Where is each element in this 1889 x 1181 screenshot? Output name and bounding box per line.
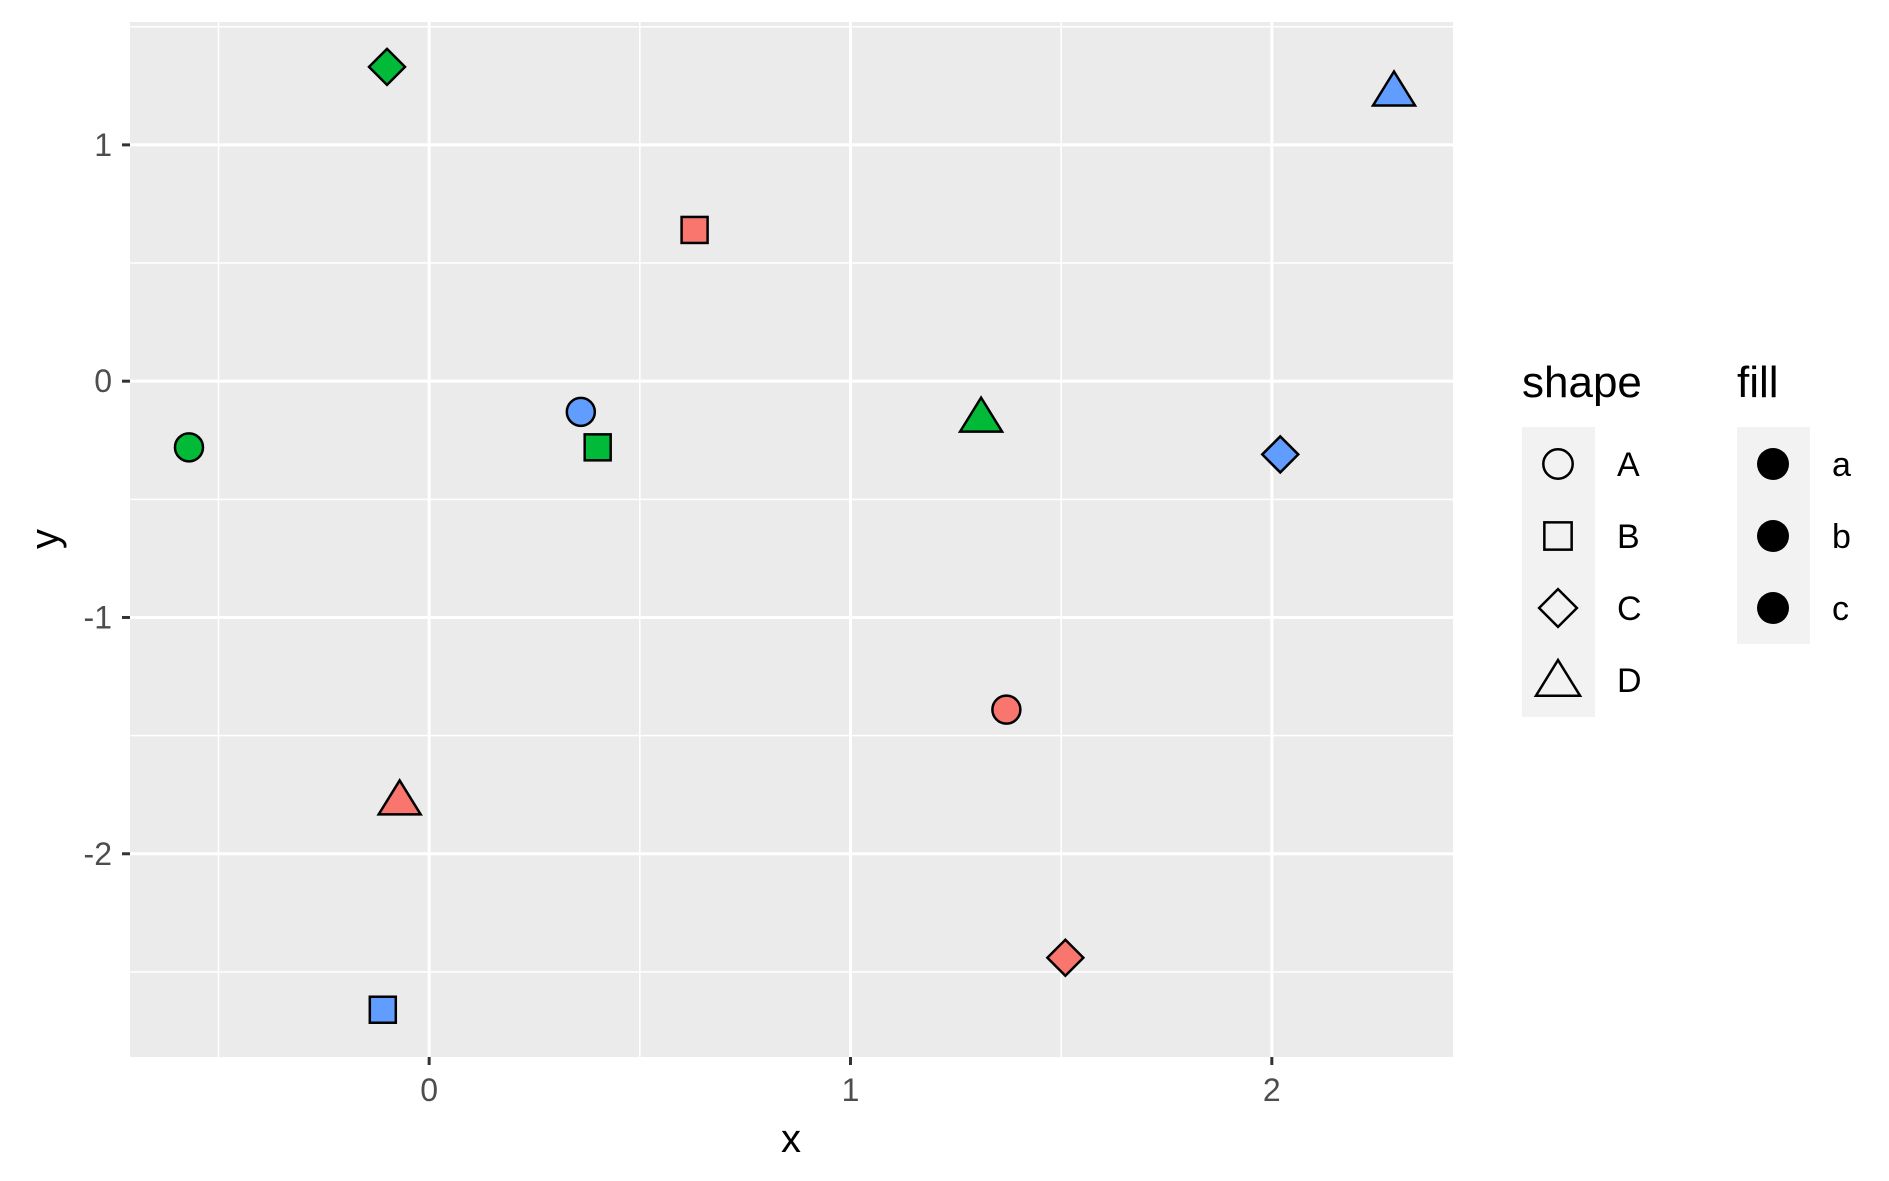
y-tick-label: 0 <box>94 363 112 399</box>
data-point-b-b <box>583 433 612 462</box>
legend-fill-key-c <box>1757 592 1789 624</box>
data-point-b-c <box>368 995 398 1024</box>
axis-ticks <box>122 143 1274 1065</box>
legend-fill-title: fill <box>1737 358 1779 407</box>
legend-shape-label-c: C <box>1617 590 1642 628</box>
legend-shape-title: shape <box>1522 358 1642 407</box>
data-point-d-c <box>1370 69 1418 107</box>
legend-fill-label-a: a <box>1832 446 1851 484</box>
legend-shape-key-b <box>1543 521 1573 551</box>
data-point-c-c <box>1260 434 1301 475</box>
x-tick-label: 1 <box>842 1072 860 1108</box>
panel-background <box>130 22 1453 1057</box>
data-point-a-b <box>173 432 205 463</box>
x-tick-label: 2 <box>1263 1072 1281 1108</box>
legend-shape-label-a: A <box>1617 446 1640 484</box>
axis-tick-labels: 0 1 2 -2 -1 0 1 <box>84 127 1281 1108</box>
legend-shape-label-b: B <box>1617 518 1640 556</box>
y-tick-label: -1 <box>84 599 112 635</box>
data-point-a-c <box>565 396 597 428</box>
legend-shape-key-a <box>1542 448 1574 480</box>
legend-fill-key-b <box>1757 520 1789 552</box>
legend-shape-key-background <box>1522 427 1595 717</box>
data-point-d-b <box>957 395 1005 433</box>
data-point-b-a <box>680 215 709 245</box>
data-point-c-b <box>367 47 407 87</box>
legend-shape-label-d: D <box>1617 662 1642 700</box>
legend-fill-label-b: b <box>1832 518 1851 556</box>
data-point-d-a <box>376 778 423 816</box>
legend-shape-key-c <box>1537 587 1579 629</box>
legend-fill-label-c: c <box>1832 590 1849 628</box>
data-points <box>173 47 1418 1024</box>
legend-shape-key-d <box>1533 657 1583 697</box>
y-tick-label: 1 <box>94 127 112 163</box>
y-tick-label: -2 <box>84 836 112 872</box>
minor-gridlines <box>130 22 1453 1057</box>
legend-fill-key-a <box>1757 448 1789 480</box>
data-point-c-a <box>1045 937 1086 978</box>
y-axis-title: y <box>23 529 67 549</box>
data-point-a-a <box>991 694 1022 725</box>
major-gridlines <box>130 22 1453 1057</box>
x-axis-title: x <box>781 1117 801 1161</box>
x-tick-label: 0 <box>420 1072 438 1108</box>
legend-fill: fill abc <box>1737 358 1851 644</box>
